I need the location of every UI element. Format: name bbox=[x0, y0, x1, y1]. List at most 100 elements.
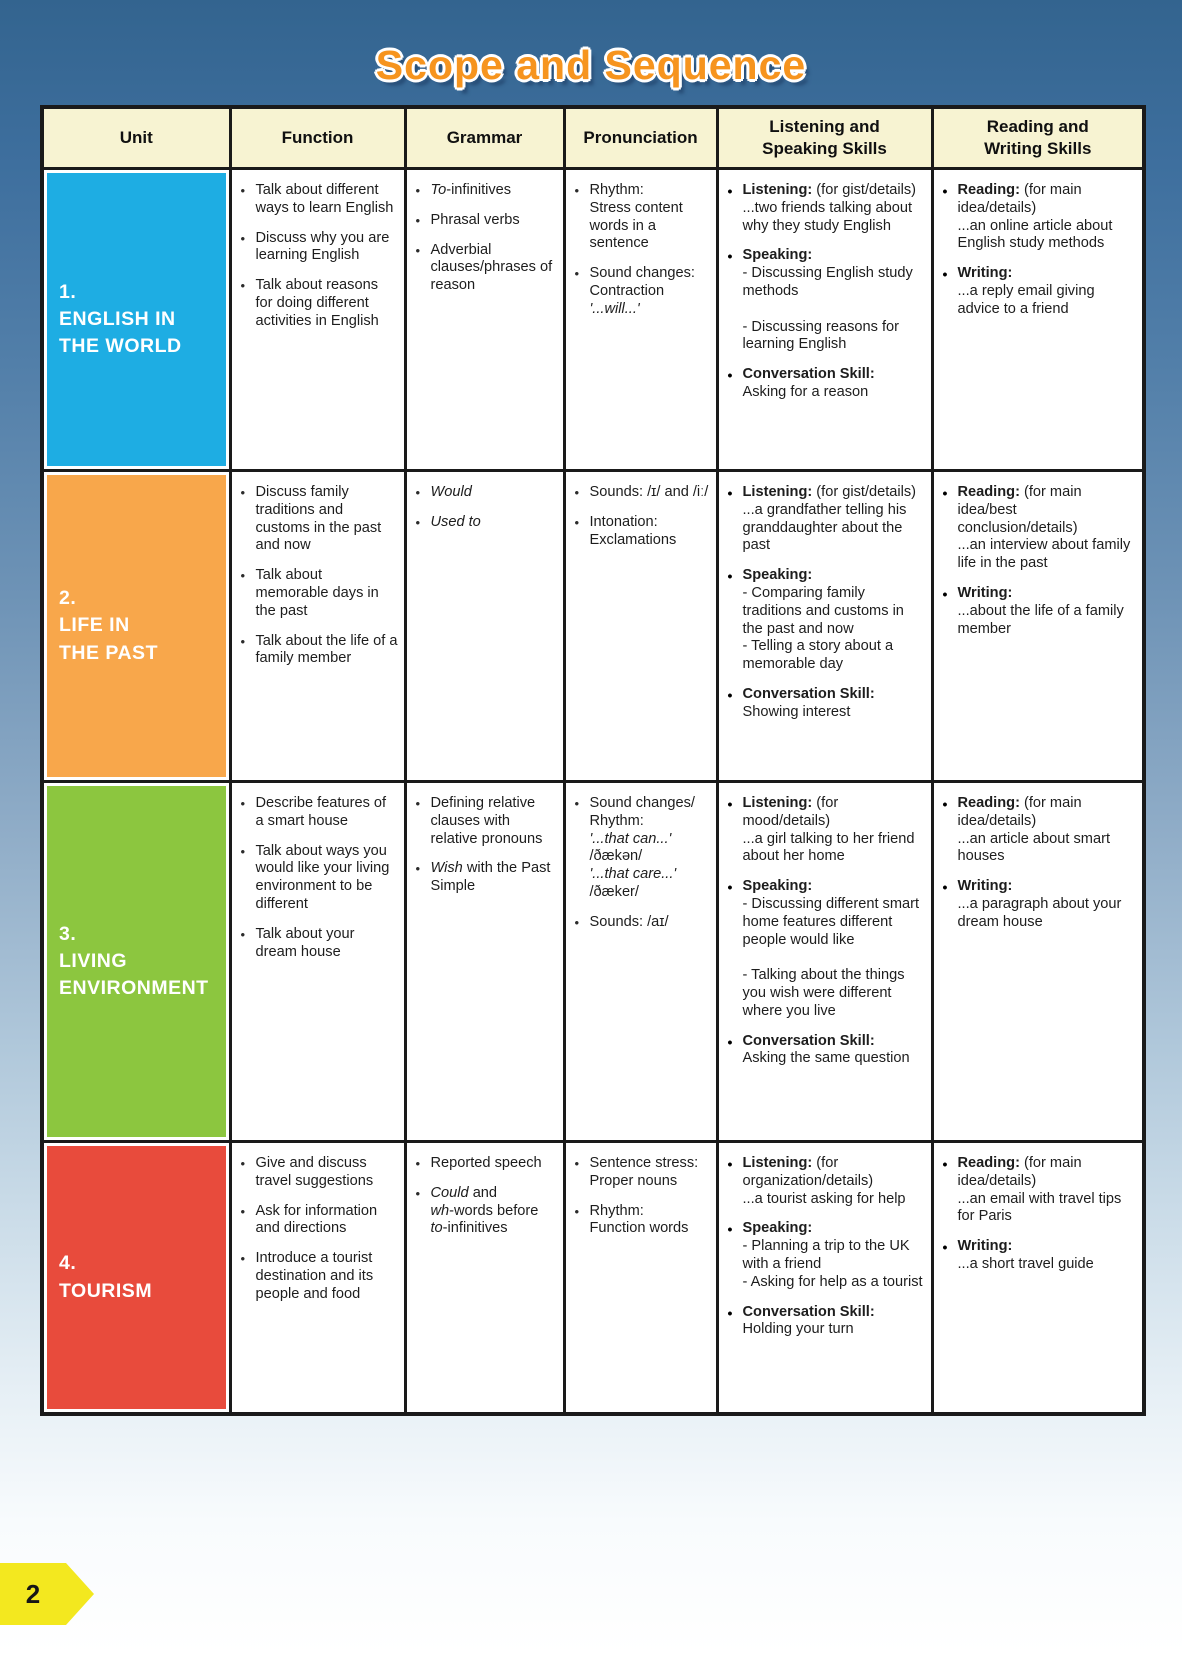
bullet-item: • Wish with the Past Simple bbox=[415, 860, 557, 896]
grammar-cell: • Reported speech • Could and wh-words befo… bbox=[403, 1140, 566, 1416]
column-header-2: Function bbox=[228, 105, 407, 170]
reading-writing-cell: • Reading: (for main idea/details) ...an … bbox=[930, 780, 1146, 1143]
bullet-text: Adverbial clauses/phrases of reason bbox=[430, 241, 553, 294]
bullet-item: • Ask for information and directions bbox=[240, 1203, 398, 1239]
bullet-text: Reading: (for main idea/best conclusion/… bbox=[957, 484, 1131, 572]
bullet-icon: • bbox=[727, 686, 733, 703]
bullet-item: • Writing: ...about the life of a family … bbox=[942, 585, 1137, 638]
listening-speaking-cell: • Listening: (for gist/details) ...a gran… bbox=[715, 469, 934, 783]
bullet-text: Reported speech bbox=[430, 1155, 542, 1171]
unit-name: ENGLISH IN THE WORLD bbox=[59, 307, 182, 358]
bullet-icon: • bbox=[942, 796, 948, 812]
bullet-icon: • bbox=[574, 514, 580, 530]
listening-speaking-cell: • Listening: (for organization/details) .… bbox=[715, 1140, 934, 1416]
bullet-text: Talk about different ways to learn Engli… bbox=[255, 182, 394, 216]
bullet-item: • Defining relative clauses with relative… bbox=[415, 795, 557, 848]
bullet-item: • Speaking: - Comparing family traditions… bbox=[727, 567, 925, 674]
unit-number: 4. bbox=[59, 1252, 77, 1275]
bullet-icon: • bbox=[574, 1203, 580, 1219]
bullet-text: Wish with the Past Simple bbox=[430, 860, 551, 895]
bullet-icon: • bbox=[240, 1251, 246, 1267]
bullet-item: • Talk about ways you would like your liv… bbox=[240, 843, 398, 914]
bullet-text: Sounds: /aɪ/ bbox=[589, 913, 669, 930]
bullet-item: • Reading: (for main idea/best conclusion… bbox=[942, 484, 1137, 573]
bullet-item: • Introduce a tourist destination and its… bbox=[240, 1250, 398, 1303]
bullet-text: Speaking: - Comparing family traditions … bbox=[742, 567, 904, 673]
bullet-icon: • bbox=[574, 485, 580, 500]
reading-writing-cell: • Reading: (for main idea/best conclusion… bbox=[930, 469, 1146, 783]
unit-cell-2: 2. LIFE IN THE PAST bbox=[40, 469, 232, 783]
bullet-icon: • bbox=[240, 926, 246, 942]
bullet-text: Talk about memorable days in the past bbox=[255, 567, 379, 619]
bullet-icon: • bbox=[942, 585, 948, 602]
bullet-text: Give and discuss travel suggestions bbox=[255, 1155, 374, 1189]
bullet-text: Rhythm: Function words bbox=[589, 1202, 689, 1237]
bullet-icon: • bbox=[240, 1203, 246, 1219]
function-cell: • Talk about different ways to learn Engl… bbox=[228, 167, 407, 472]
bullet-icon: • bbox=[727, 568, 733, 585]
bullet-icon: • bbox=[727, 879, 733, 896]
bullet-icon: • bbox=[727, 485, 733, 501]
grammar-cell: • Defining relative clauses with relative… bbox=[403, 780, 566, 1143]
bullet-text: To-infinitives bbox=[430, 182, 512, 198]
bullet-text: Listening: (for gist/details) ...two fri… bbox=[742, 182, 917, 234]
page-title: Scope and Sequence bbox=[375, 42, 807, 88]
bullet-text: Talk about ways you would like your livi… bbox=[255, 842, 390, 912]
listening-speaking-cell: • Listening: (for mood/details) ...a girl… bbox=[715, 780, 934, 1143]
bullet-text: Conversation Skill: Asking for a reason bbox=[742, 366, 875, 400]
bullet-text: Discuss family traditions and customs in… bbox=[255, 484, 382, 554]
bullet-item: • Speaking: - Discussing English study me… bbox=[727, 247, 925, 354]
bullet-text: Sound changes: Contraction '...will...' bbox=[589, 265, 695, 317]
function-cell: • Describe features of a smart house • Talk… bbox=[228, 780, 407, 1143]
bullet-item: • Conversation Skill: Showing interest bbox=[727, 686, 925, 722]
bullet-item: • Conversation Skill: Asking for a reason bbox=[727, 366, 925, 402]
bullet-item: • Reading: (for main idea/details) ...an … bbox=[942, 795, 1137, 866]
bullet-text: Listening: (for gist/details) ...a grand… bbox=[742, 484, 917, 554]
bullet-text: Listening: (for mood/details) ...a girl … bbox=[742, 795, 915, 865]
bullet-text: Sentence stress: Proper nouns bbox=[589, 1155, 699, 1189]
unit-color-block: 4. TOURISM bbox=[47, 1146, 226, 1409]
bullet-item: • Conversation Skill: Holding your turn bbox=[727, 1304, 925, 1340]
reading-writing-cell: • Reading: (for main idea/details) ...an … bbox=[930, 167, 1146, 472]
bullet-text: Writing: ...a short travel guide bbox=[957, 1238, 1094, 1272]
column-header-1: Unit bbox=[40, 105, 232, 170]
bullet-text: Conversation Skill: Asking the same ques… bbox=[742, 1032, 910, 1067]
bullet-text: Writing: ...a paragraph about your dream… bbox=[957, 878, 1122, 930]
bullet-item: • Talk about different ways to learn Engl… bbox=[240, 182, 398, 218]
bullet-icon: • bbox=[727, 183, 733, 199]
bullet-item: • Describe features of a smart house bbox=[240, 795, 398, 831]
listening-speaking-cell: • Listening: (for gist/details) ...two fr… bbox=[715, 167, 934, 472]
bullet-icon: • bbox=[240, 796, 246, 811]
bullet-item: • Talk about your dream house bbox=[240, 926, 398, 962]
unit-name: LIFE IN THE PAST bbox=[59, 614, 158, 664]
bullet-icon: • bbox=[240, 568, 246, 584]
page-number: 2 bbox=[25, 1578, 41, 1609]
bullet-item: • To-infinitives bbox=[415, 182, 557, 200]
bullet-item: • Could and wh-words before to-infinitive… bbox=[415, 1185, 557, 1238]
bullet-item: • Reading: (for main idea/details) ...an … bbox=[942, 1155, 1137, 1226]
function-cell: • Discuss family traditions and customs i… bbox=[228, 469, 407, 783]
bullet-icon: • bbox=[574, 796, 580, 811]
bullet-text: Could and wh-words before to-infinitives bbox=[430, 1184, 539, 1237]
pronunciation-cell: • Sound changes/ Rhythm: '...that can...'… bbox=[562, 780, 719, 1143]
bullet-item: • Intonation: Exclamations bbox=[574, 514, 710, 550]
bullet-text: Reading: (for main idea/details) ...an o… bbox=[957, 182, 1113, 252]
bullet-icon: • bbox=[727, 796, 733, 812]
bullet-icon: • bbox=[727, 1221, 733, 1238]
bullet-item: • Phrasal verbs bbox=[415, 212, 557, 230]
reading-writing-cell: • Reading: (for main idea/details) ...an … bbox=[930, 1140, 1146, 1416]
bullet-icon: • bbox=[240, 485, 246, 500]
bullet-item: • Rhythm: Function words bbox=[574, 1203, 710, 1239]
bullet-item: • Sounds: /ɪ/ and /iː/ bbox=[574, 484, 710, 502]
bullet-icon: • bbox=[240, 230, 246, 246]
pronunciation-cell: • Rhythm: Stress content words in a sente… bbox=[562, 167, 719, 472]
unit-color-block: 2. LIFE IN THE PAST bbox=[47, 475, 226, 777]
unit-cell-4: 4. TOURISM bbox=[40, 1140, 232, 1416]
scope-sequence-table: Unit Function Grammar Pronunciation Listenin… bbox=[40, 105, 1146, 1416]
bullet-item: • Reading: (for main idea/details) ...an … bbox=[942, 182, 1137, 253]
function-cell: • Give and discuss travel suggestions • Ask… bbox=[228, 1140, 407, 1416]
bullet-item: • Writing: ...a paragraph about your drea… bbox=[942, 878, 1137, 931]
bullet-item: • Writing: ...a reply email giving advice… bbox=[942, 265, 1137, 318]
bullet-text: Ask for information and directions bbox=[255, 1202, 378, 1237]
bullet-text: Would bbox=[430, 484, 472, 500]
